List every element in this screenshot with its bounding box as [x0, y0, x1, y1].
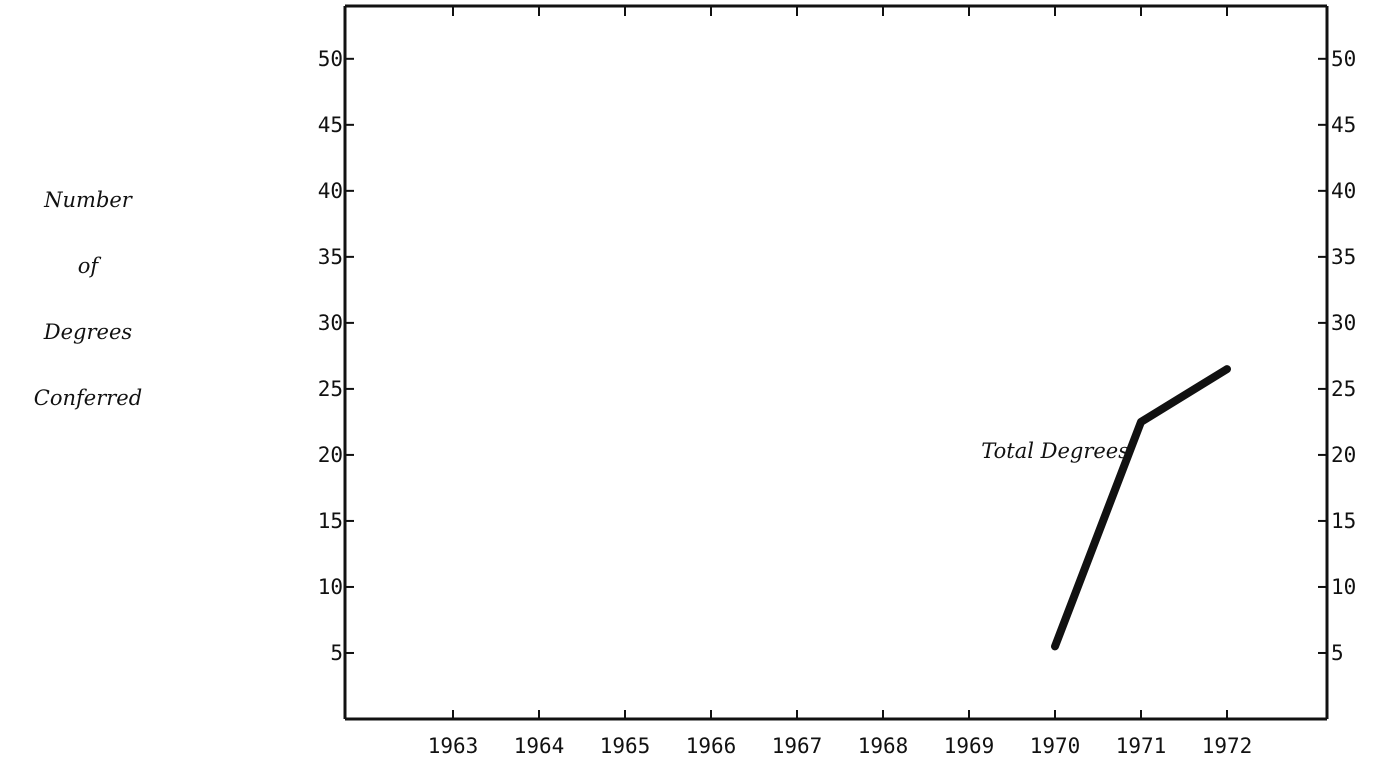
y-tick-label-right: 20: [1331, 443, 1356, 467]
x-tick-label: 1969: [944, 734, 995, 758]
y-tick-label-left: 40: [318, 179, 343, 203]
x-axis-tick-labels: 1963 1964 1965 1966 1967 1968 1969 1970 1971 1972: [428, 734, 1253, 758]
y-tick-label-left: 50: [318, 47, 343, 71]
y-tick-label-left: 30: [318, 311, 343, 335]
x-tick-label: 1963: [428, 734, 479, 758]
y-tick-label-right: 15: [1331, 509, 1356, 533]
y-axis-label-line: of: [78, 254, 102, 278]
y-axis-right-tick-labels: 5 10 15 20 25 30 35 40 45 50: [1331, 47, 1356, 665]
plot-frame: [343, 4, 1329, 721]
x-tick-label: 1964: [514, 734, 565, 758]
series-group: Total Degrees: [981, 365, 1231, 651]
x-tick-label: 1968: [858, 734, 909, 758]
y-tick-label-left: 25: [318, 377, 343, 401]
y-tick-label-left: 45: [318, 113, 343, 137]
x-tick-label: 1970: [1030, 734, 1081, 758]
x-tick-label: 1972: [1202, 734, 1253, 758]
y-tick-label-left: 5: [330, 641, 343, 665]
y-axis-right-ticks: [1318, 57, 1327, 654]
y-tick-label-left: 20: [318, 443, 343, 467]
y-axis-label: Number of Degrees Conferred: [34, 188, 142, 410]
y-axis-label-line: Number: [43, 188, 134, 212]
y-tick-label-right: 10: [1331, 575, 1356, 599]
y-axis-label-line: Degrees: [43, 320, 133, 344]
y-tick-label-left: 35: [318, 245, 343, 269]
x-tick-label: 1967: [772, 734, 823, 758]
y-axis-left-ticks: [345, 57, 354, 654]
x-axis-ticks: [452, 6, 1228, 719]
y-tick-label-right: 25: [1331, 377, 1356, 401]
series-point: [1224, 366, 1230, 373]
series-line: [1051, 365, 1231, 651]
y-tick-label-right: 5: [1331, 641, 1344, 665]
y-tick-label-left: 10: [318, 575, 343, 599]
y-tick-label-right: 40: [1331, 179, 1356, 203]
x-tick-label: 1965: [600, 734, 651, 758]
x-tick-label: 1966: [686, 734, 737, 758]
series-point: [1138, 418, 1144, 425]
y-tick-label-left: 15: [318, 509, 343, 533]
y-tick-label-right: 30: [1331, 311, 1356, 335]
series-point: [1052, 643, 1058, 650]
y-tick-label-right: 50: [1331, 47, 1356, 71]
y-axis-label-line: Conferred: [34, 386, 142, 410]
y-tick-label-right: 35: [1331, 245, 1356, 269]
x-tick-label: 1971: [1116, 734, 1167, 758]
y-tick-label-right: 45: [1331, 113, 1356, 137]
y-axis-left-tick-labels: 5 10 15 20 25 30 35 40 45 50: [318, 47, 343, 665]
series-label: Total Degrees: [981, 439, 1129, 463]
